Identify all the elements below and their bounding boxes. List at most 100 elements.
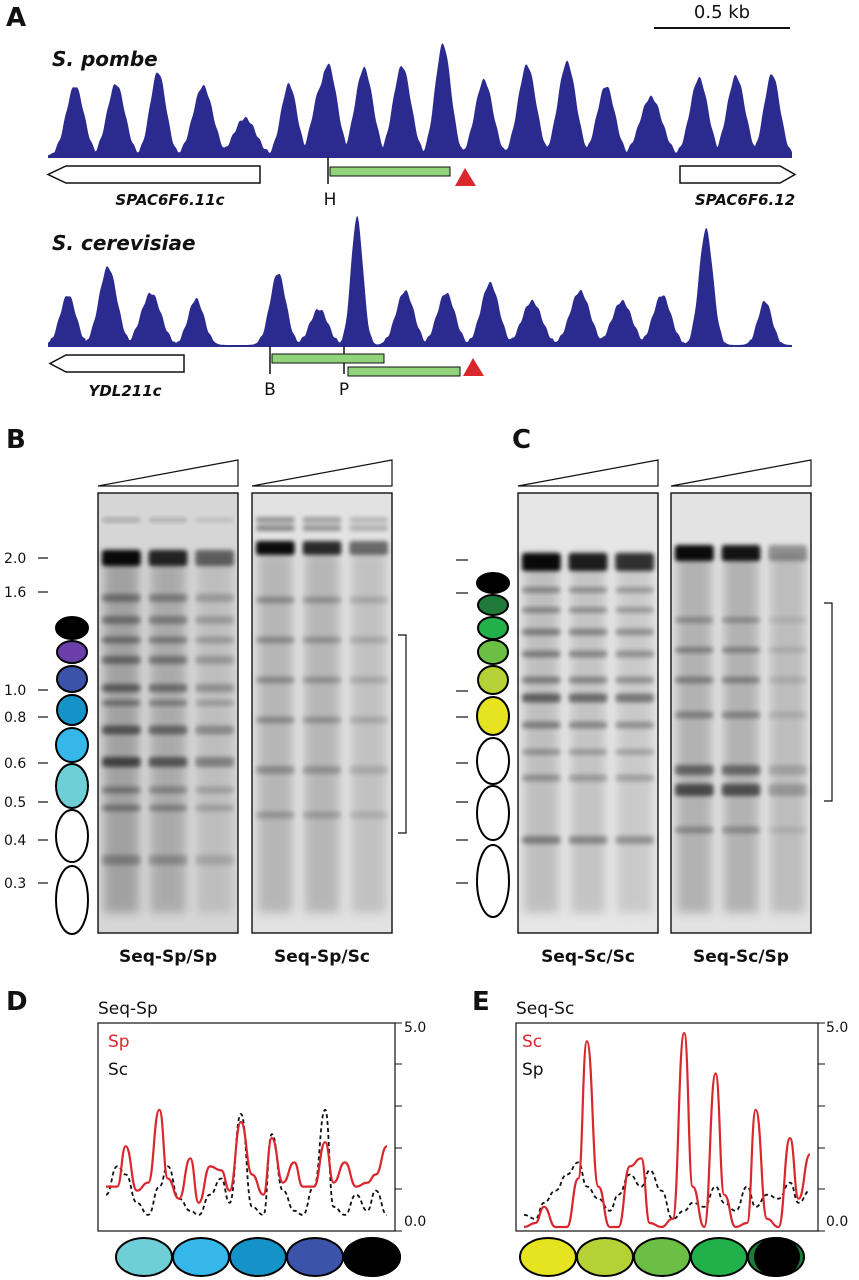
red-marker-cerevisiae (463, 358, 484, 376)
probe-bar-cerevisiae-2 (347, 366, 461, 377)
color-key-oval (172, 1237, 230, 1277)
legend-label-sc: Sc (522, 1032, 542, 1052)
color-key-oval (519, 1237, 577, 1277)
y-tick-label-max: 5.0 (404, 1020, 426, 1036)
organism-label-pombe: S. pombe (52, 47, 158, 71)
gene-label-spac6f6-11c: SPAC6F6.11c (115, 191, 224, 209)
nucleosome-oval (55, 616, 89, 640)
y-tick-label-min: 0.0 (404, 1214, 426, 1230)
y-axis-e: 5.0 0.0 (818, 1020, 848, 1232)
titration-wedge (97, 459, 239, 487)
chart-title-e: Seq-Sc (516, 999, 574, 1019)
legend-label-sc: Sc (108, 1060, 128, 1080)
panel-label-e: E (472, 987, 490, 1017)
chart-frame-d (97, 1022, 396, 1232)
color-key-oval (633, 1237, 691, 1277)
lane-label-seq-sp-sp: Seq-Sp/Sp (119, 947, 217, 967)
gene-arrow-spac6f6-11c (46, 165, 261, 184)
series-line-sc (523, 1031, 812, 1229)
size-label-2-0: 2.0 (4, 551, 26, 567)
nucleosome-oval (55, 763, 89, 809)
gene-label-spac6f6-12: SPAC6F6.12 (695, 191, 795, 209)
size-label-0-8: 0.8 (4, 710, 26, 726)
red-marker-pombe (455, 168, 476, 186)
series-line-sc (105, 1108, 388, 1216)
color-key-d (115, 1237, 401, 1277)
gene-arrow-ydl211c (48, 354, 185, 373)
size-ticks-c (456, 559, 468, 884)
nucleosome-oval (476, 785, 510, 841)
y-tick-label-min: 0.0 (826, 1214, 848, 1230)
probe-bar-cerevisiae-1 (271, 353, 385, 364)
color-key-oval (343, 1237, 401, 1277)
gel-image (251, 492, 393, 934)
scale-bar-label: 0.5 kb (694, 2, 750, 23)
nucleosome-oval (477, 665, 509, 695)
color-key-oval (576, 1237, 634, 1277)
bracket (824, 602, 833, 802)
nucleosome-ladder-c (476, 572, 510, 918)
nucleosome-oval (476, 737, 510, 785)
lane-label-seq-sp-sc: Seq-Sp/Sc (274, 947, 370, 967)
gene-arrow-spac6f6-12 (679, 165, 797, 184)
nucleosome-oval (55, 809, 89, 863)
panel-label-a: A (6, 3, 26, 33)
panel-label-d: D (6, 987, 28, 1017)
color-key-oval (229, 1237, 287, 1277)
panel-label-b: B (6, 425, 26, 455)
site-label-p: P (339, 380, 349, 400)
site-label-h: H (324, 190, 337, 210)
titration-wedge (251, 459, 393, 487)
site-label-b: B (264, 380, 276, 400)
nucleosome-oval (476, 572, 510, 594)
color-key-oval (286, 1237, 344, 1277)
plot-area-d (105, 1108, 388, 1216)
lane-label-seq-sc-sc: Seq-Sc/Sc (541, 947, 635, 967)
scale-bar: 0.5 kb (654, 2, 790, 29)
nucleosome-oval (477, 616, 509, 640)
color-key-e (519, 1237, 805, 1277)
gel-image (670, 492, 812, 934)
plot-area-e (523, 1031, 812, 1229)
legend-label-sp: Sp (108, 1032, 130, 1052)
size-label-0-6: 0.6 (4, 756, 26, 772)
size-label-1-0: 1.0 (4, 683, 26, 699)
nucleosome-oval (55, 865, 89, 935)
nucleosome-profile-pombe (48, 43, 792, 156)
size-label-1-6: 1.6 (4, 585, 26, 601)
size-label-0-4: 0.4 (4, 833, 26, 849)
nucleosome-profile-cerevisiae (48, 215, 792, 345)
titration-wedge (670, 459, 812, 487)
lane-label-seq-sc-sp: Seq-Sc/Sp (693, 947, 789, 967)
size-label-0-3: 0.3 (4, 876, 26, 892)
color-key-oval (690, 1237, 748, 1277)
nucleosome-oval (55, 727, 89, 763)
gene-label-ydl211c: YDL211c (88, 382, 161, 400)
bracket (398, 634, 407, 834)
nucleosome-oval (56, 694, 88, 726)
legend-label-sp: Sp (522, 1060, 544, 1080)
nucleosome-oval (476, 696, 510, 736)
size-ladder: 2.0 1.6 1.0 0.8 0.6 0.5 0.4 0.3 (4, 551, 48, 892)
gel-image (97, 492, 239, 934)
nucleosome-oval (477, 639, 509, 665)
y-axis-d: 5.0 0.0 (395, 1020, 426, 1232)
nucleosome-oval (56, 665, 88, 693)
nucleosome-ladder-b (55, 616, 89, 935)
titration-wedge (517, 459, 659, 487)
panel-label-c: C (512, 425, 531, 455)
y-tick-label-max: 5.0 (826, 1020, 848, 1036)
chart-title-d: Seq-Sp (98, 999, 158, 1019)
series-line-sp (523, 1161, 811, 1220)
probe-bar-pombe (329, 166, 451, 177)
chart-frame-e (515, 1022, 819, 1232)
series-line-sp (106, 1108, 388, 1204)
organism-label-cerevisiae: S. cerevisiae (52, 231, 196, 255)
gel-image (517, 492, 659, 934)
nucleosome-oval (476, 844, 510, 918)
size-label-0-5: 0.5 (4, 795, 26, 811)
nucleosome-oval (477, 594, 509, 616)
color-key-oval (115, 1237, 173, 1277)
nucleosome-oval (56, 640, 88, 664)
